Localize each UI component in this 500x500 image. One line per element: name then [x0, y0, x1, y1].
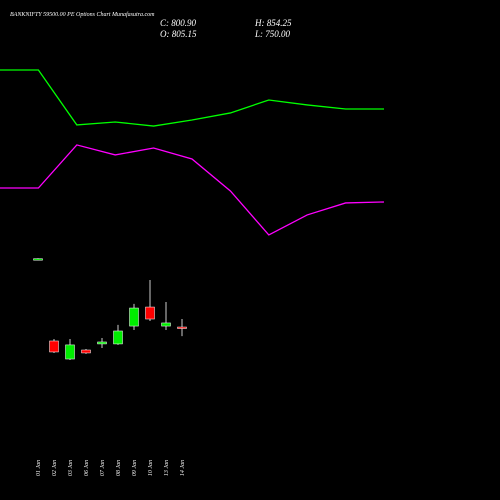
- x-tick-label: 06 Jan: [84, 460, 90, 476]
- candle-body: [97, 341, 107, 345]
- x-tick-label: 08 Jan: [116, 460, 122, 476]
- x-tick-label: 07 Jan: [100, 460, 106, 476]
- close-stat: C: 800.90: [160, 18, 197, 28]
- chart-title: BANKNIFTY 59500.00 PE Options Chart Muna…: [10, 11, 155, 18]
- candle-body: [65, 344, 75, 360]
- candle-body: [145, 306, 155, 320]
- x-tick-label: 09 Jan: [132, 460, 138, 476]
- x-tick-label: 10 Jan: [148, 460, 154, 476]
- x-tick-label: 02 Jan: [52, 460, 58, 476]
- candle-body: [33, 258, 43, 261]
- indicator-line: [0, 69, 384, 127]
- low-stat: L: 750.00: [254, 29, 291, 39]
- candle-body: [161, 322, 171, 327]
- x-tick-label: 14 Jan: [179, 460, 186, 476]
- x-tick-label: 03 Jan: [68, 460, 74, 476]
- indicator-line: [0, 144, 385, 236]
- candle-body: [129, 307, 139, 327]
- candle-body: [49, 340, 59, 353]
- x-tick-label: 01 Jan: [36, 460, 42, 476]
- open-stat: O: 805.15: [160, 29, 197, 39]
- candle-body: [81, 349, 91, 354]
- candle-body: [177, 326, 187, 329]
- candle-body: [113, 330, 123, 345]
- x-tick-label: 13 Jan: [164, 460, 170, 476]
- high-stat: H: 854.25: [254, 18, 292, 28]
